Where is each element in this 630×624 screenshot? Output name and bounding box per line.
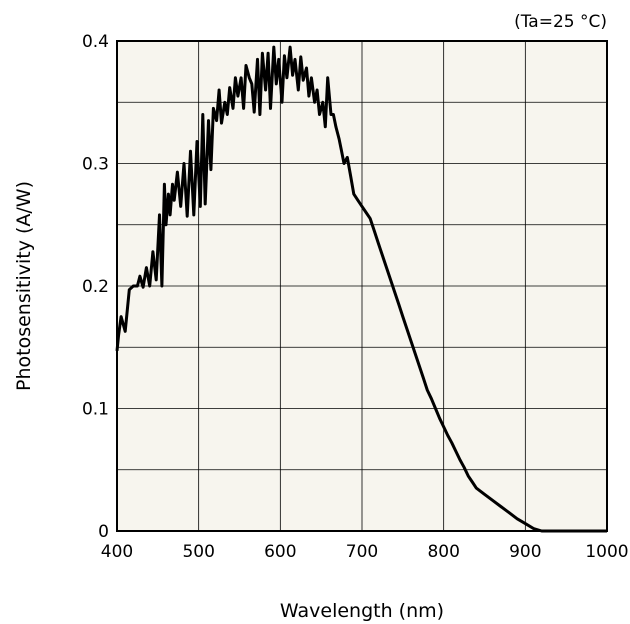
x-tick-label: 900 (509, 542, 541, 562)
x-tick-label: 800 (427, 542, 459, 562)
y-tick-label: 0.2 (82, 277, 109, 297)
x-tick-label: 600 (264, 542, 296, 562)
y-tick-label: 0.4 (82, 32, 109, 52)
y-axis-title: Photosensitivity (A/W) (13, 181, 35, 391)
x-tick-label: 500 (182, 542, 214, 562)
y-tick-label: 0.3 (82, 155, 109, 175)
series-line (115, 45, 607, 533)
x-axis-title: Wavelength (nm) (280, 600, 444, 622)
x-tick-labels: 400 500 600 700 800 900 1000 (101, 542, 629, 562)
y-tick-labels: 0 0.1 0.2 0.3 0.4 (82, 32, 109, 542)
grid-lines (117, 41, 607, 531)
x-tick-label: 400 (101, 542, 133, 562)
plot-frame (116, 40, 608, 532)
y-tick-label: 0.1 (82, 400, 109, 420)
y-tick-label: 0 (98, 522, 109, 542)
temperature-annotation: (Ta=25 °C) (514, 12, 607, 32)
x-tick-label: 700 (346, 542, 378, 562)
x-tick-label: 1000 (585, 542, 628, 562)
